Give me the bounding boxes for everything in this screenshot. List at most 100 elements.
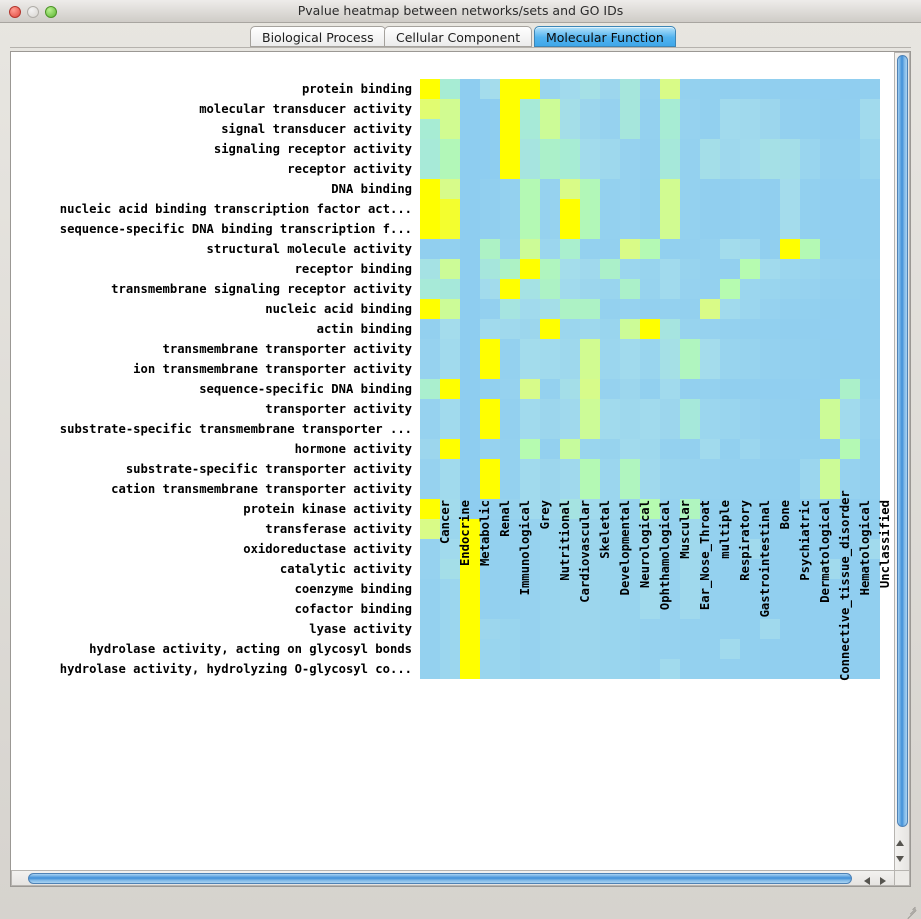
heatmap-cell[interactable] [580, 339, 600, 359]
tab-cellular-component[interactable]: Cellular Component [384, 26, 533, 47]
heatmap-cell[interactable] [660, 259, 680, 279]
heatmap-cell[interactable] [600, 219, 620, 239]
heatmap-cell[interactable] [760, 639, 780, 659]
heatmap-cell[interactable] [740, 259, 760, 279]
heatmap-cell[interactable] [420, 419, 440, 439]
heatmap-cell[interactable] [600, 119, 620, 139]
heatmap-cell[interactable] [580, 599, 600, 619]
heatmap-cell[interactable] [580, 619, 600, 639]
heatmap-cell[interactable] [420, 279, 440, 299]
heatmap-cell[interactable] [460, 639, 480, 659]
heatmap-cell[interactable] [760, 239, 780, 259]
heatmap-cell[interactable] [720, 319, 740, 339]
heatmap-cell[interactable] [540, 639, 560, 659]
heatmap-cell[interactable] [840, 579, 860, 599]
heatmap-cell[interactable] [860, 99, 880, 119]
heatmap-cell[interactable] [500, 259, 520, 279]
heatmap-cell[interactable] [420, 479, 440, 499]
heatmap-cell[interactable] [800, 279, 820, 299]
heatmap-cell[interactable] [460, 479, 480, 499]
heatmap-cell[interactable] [680, 99, 700, 119]
heatmap-cell[interactable] [740, 199, 760, 219]
heatmap-cell[interactable] [640, 599, 660, 619]
vertical-scrollbar-thumb[interactable] [897, 55, 908, 827]
heatmap-cell[interactable] [540, 139, 560, 159]
heatmap-cell[interactable] [820, 199, 840, 219]
heatmap-cell[interactable] [760, 259, 780, 279]
heatmap-cell[interactable] [720, 479, 740, 499]
heatmap-cell[interactable] [760, 339, 780, 359]
heatmap-cell[interactable] [520, 339, 540, 359]
heatmap-cell[interactable] [460, 119, 480, 139]
heatmap-cell[interactable] [780, 119, 800, 139]
heatmap-cell[interactable] [420, 559, 440, 579]
heatmap-cell[interactable] [800, 259, 820, 279]
heatmap-cell[interactable] [600, 499, 620, 519]
heatmap-cell[interactable] [660, 659, 680, 679]
heatmap-cell[interactable] [420, 139, 440, 159]
heatmap-cell[interactable] [760, 579, 780, 599]
heatmap-cell[interactable] [520, 399, 540, 419]
heatmap-cell[interactable] [520, 179, 540, 199]
heatmap-cell[interactable] [740, 239, 760, 259]
heatmap-cell[interactable] [780, 339, 800, 359]
heatmap-cell[interactable] [560, 139, 580, 159]
heatmap-cell[interactable] [620, 119, 640, 139]
heatmap-cell[interactable] [740, 379, 760, 399]
heatmap-cell[interactable] [520, 79, 540, 99]
heatmap-cell[interactable] [540, 379, 560, 399]
heatmap-cell[interactable] [800, 639, 820, 659]
heatmap-cell[interactable] [560, 279, 580, 299]
heatmap-cell[interactable] [640, 539, 660, 559]
heatmap-cell[interactable] [540, 199, 560, 219]
heatmap-cell[interactable] [420, 439, 440, 459]
heatmap-cell[interactable] [420, 539, 440, 559]
heatmap-cell[interactable] [500, 279, 520, 299]
heatmap-cell[interactable] [680, 279, 700, 299]
heatmap-cell[interactable] [520, 239, 540, 259]
heatmap-cell[interactable] [800, 179, 820, 199]
heatmap-cell[interactable] [740, 539, 760, 559]
heatmap-cell[interactable] [780, 359, 800, 379]
heatmap-cell[interactable] [560, 359, 580, 379]
heatmap-cell[interactable] [440, 339, 460, 359]
heatmap-cell[interactable] [740, 519, 760, 539]
heatmap-cell[interactable] [480, 659, 500, 679]
heatmap-cell[interactable] [780, 239, 800, 259]
heatmap-cell[interactable] [800, 439, 820, 459]
heatmap-cell[interactable] [620, 339, 640, 359]
heatmap-cell[interactable] [460, 619, 480, 639]
heatmap-cell[interactable] [800, 239, 820, 259]
heatmap-cell[interactable] [420, 359, 440, 379]
heatmap-cell[interactable] [440, 119, 460, 139]
heatmap-cell[interactable] [680, 619, 700, 639]
heatmap-cell[interactable] [840, 319, 860, 339]
heatmap-cell[interactable] [520, 299, 540, 319]
heatmap-cell[interactable] [560, 379, 580, 399]
heatmap-cell[interactable] [500, 159, 520, 179]
heatmap-cell[interactable] [700, 359, 720, 379]
heatmap-cell[interactable] [660, 179, 680, 199]
heatmap-cell[interactable] [800, 359, 820, 379]
heatmap-cell[interactable] [540, 179, 560, 199]
heatmap-cell[interactable] [480, 439, 500, 459]
heatmap-cell[interactable] [640, 299, 660, 319]
heatmap-cell[interactable] [800, 339, 820, 359]
heatmap-cell[interactable] [780, 619, 800, 639]
heatmap-cell[interactable] [720, 399, 740, 419]
heatmap-cell[interactable] [820, 579, 840, 599]
heatmap-cell[interactable] [560, 479, 580, 499]
heatmap-cell[interactable] [440, 319, 460, 339]
heatmap-cell[interactable] [780, 179, 800, 199]
heatmap-cell[interactable] [580, 659, 600, 679]
heatmap-cell[interactable] [620, 519, 640, 539]
heatmap-cell[interactable] [820, 79, 840, 99]
heatmap-cell[interactable] [860, 379, 880, 399]
heatmap-cell[interactable] [620, 319, 640, 339]
heatmap-cell[interactable] [460, 359, 480, 379]
heatmap-cell[interactable] [660, 279, 680, 299]
heatmap-cell[interactable] [540, 319, 560, 339]
heatmap-cell[interactable] [500, 479, 520, 499]
heatmap-cell[interactable] [700, 439, 720, 459]
heatmap-cell[interactable] [860, 79, 880, 99]
